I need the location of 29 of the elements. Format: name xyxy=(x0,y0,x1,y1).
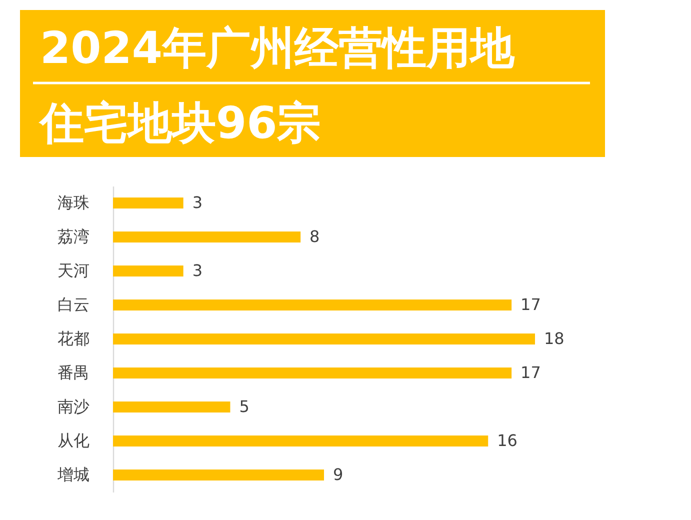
bar xyxy=(113,333,535,345)
y-tick-label: 南沙 xyxy=(58,397,90,416)
bar xyxy=(113,197,184,209)
data-label: 18 xyxy=(544,329,564,348)
bar xyxy=(113,231,301,243)
data-label: 17 xyxy=(520,363,541,382)
data-label: 17 xyxy=(520,295,541,314)
chart-subtitle: 住宅地块96宗 xyxy=(38,98,322,149)
data-label: 8 xyxy=(310,227,320,246)
y-tick-label: 天河 xyxy=(58,261,90,280)
y-tick-label: 番禺 xyxy=(58,363,90,382)
data-label: 16 xyxy=(497,431,518,450)
bar xyxy=(113,401,230,413)
bar xyxy=(113,469,324,481)
chart-title: 2024年广州经营性用地 xyxy=(40,23,516,74)
bar xyxy=(113,265,184,277)
bar xyxy=(113,367,512,379)
data-label: 3 xyxy=(192,261,203,280)
data-label: 5 xyxy=(239,397,250,416)
y-tick-label: 从化 xyxy=(58,431,90,450)
y-tick-label: 花都 xyxy=(58,329,90,348)
bar xyxy=(113,435,488,447)
y-tick-label: 海珠 xyxy=(58,193,90,212)
bar xyxy=(113,299,512,311)
data-label: 9 xyxy=(333,465,344,484)
data-label: 3 xyxy=(192,193,203,212)
y-tick-label: 白云 xyxy=(58,295,90,314)
y-tick-label: 增城 xyxy=(56,465,90,484)
y-tick-label: 荔湾 xyxy=(58,227,90,246)
